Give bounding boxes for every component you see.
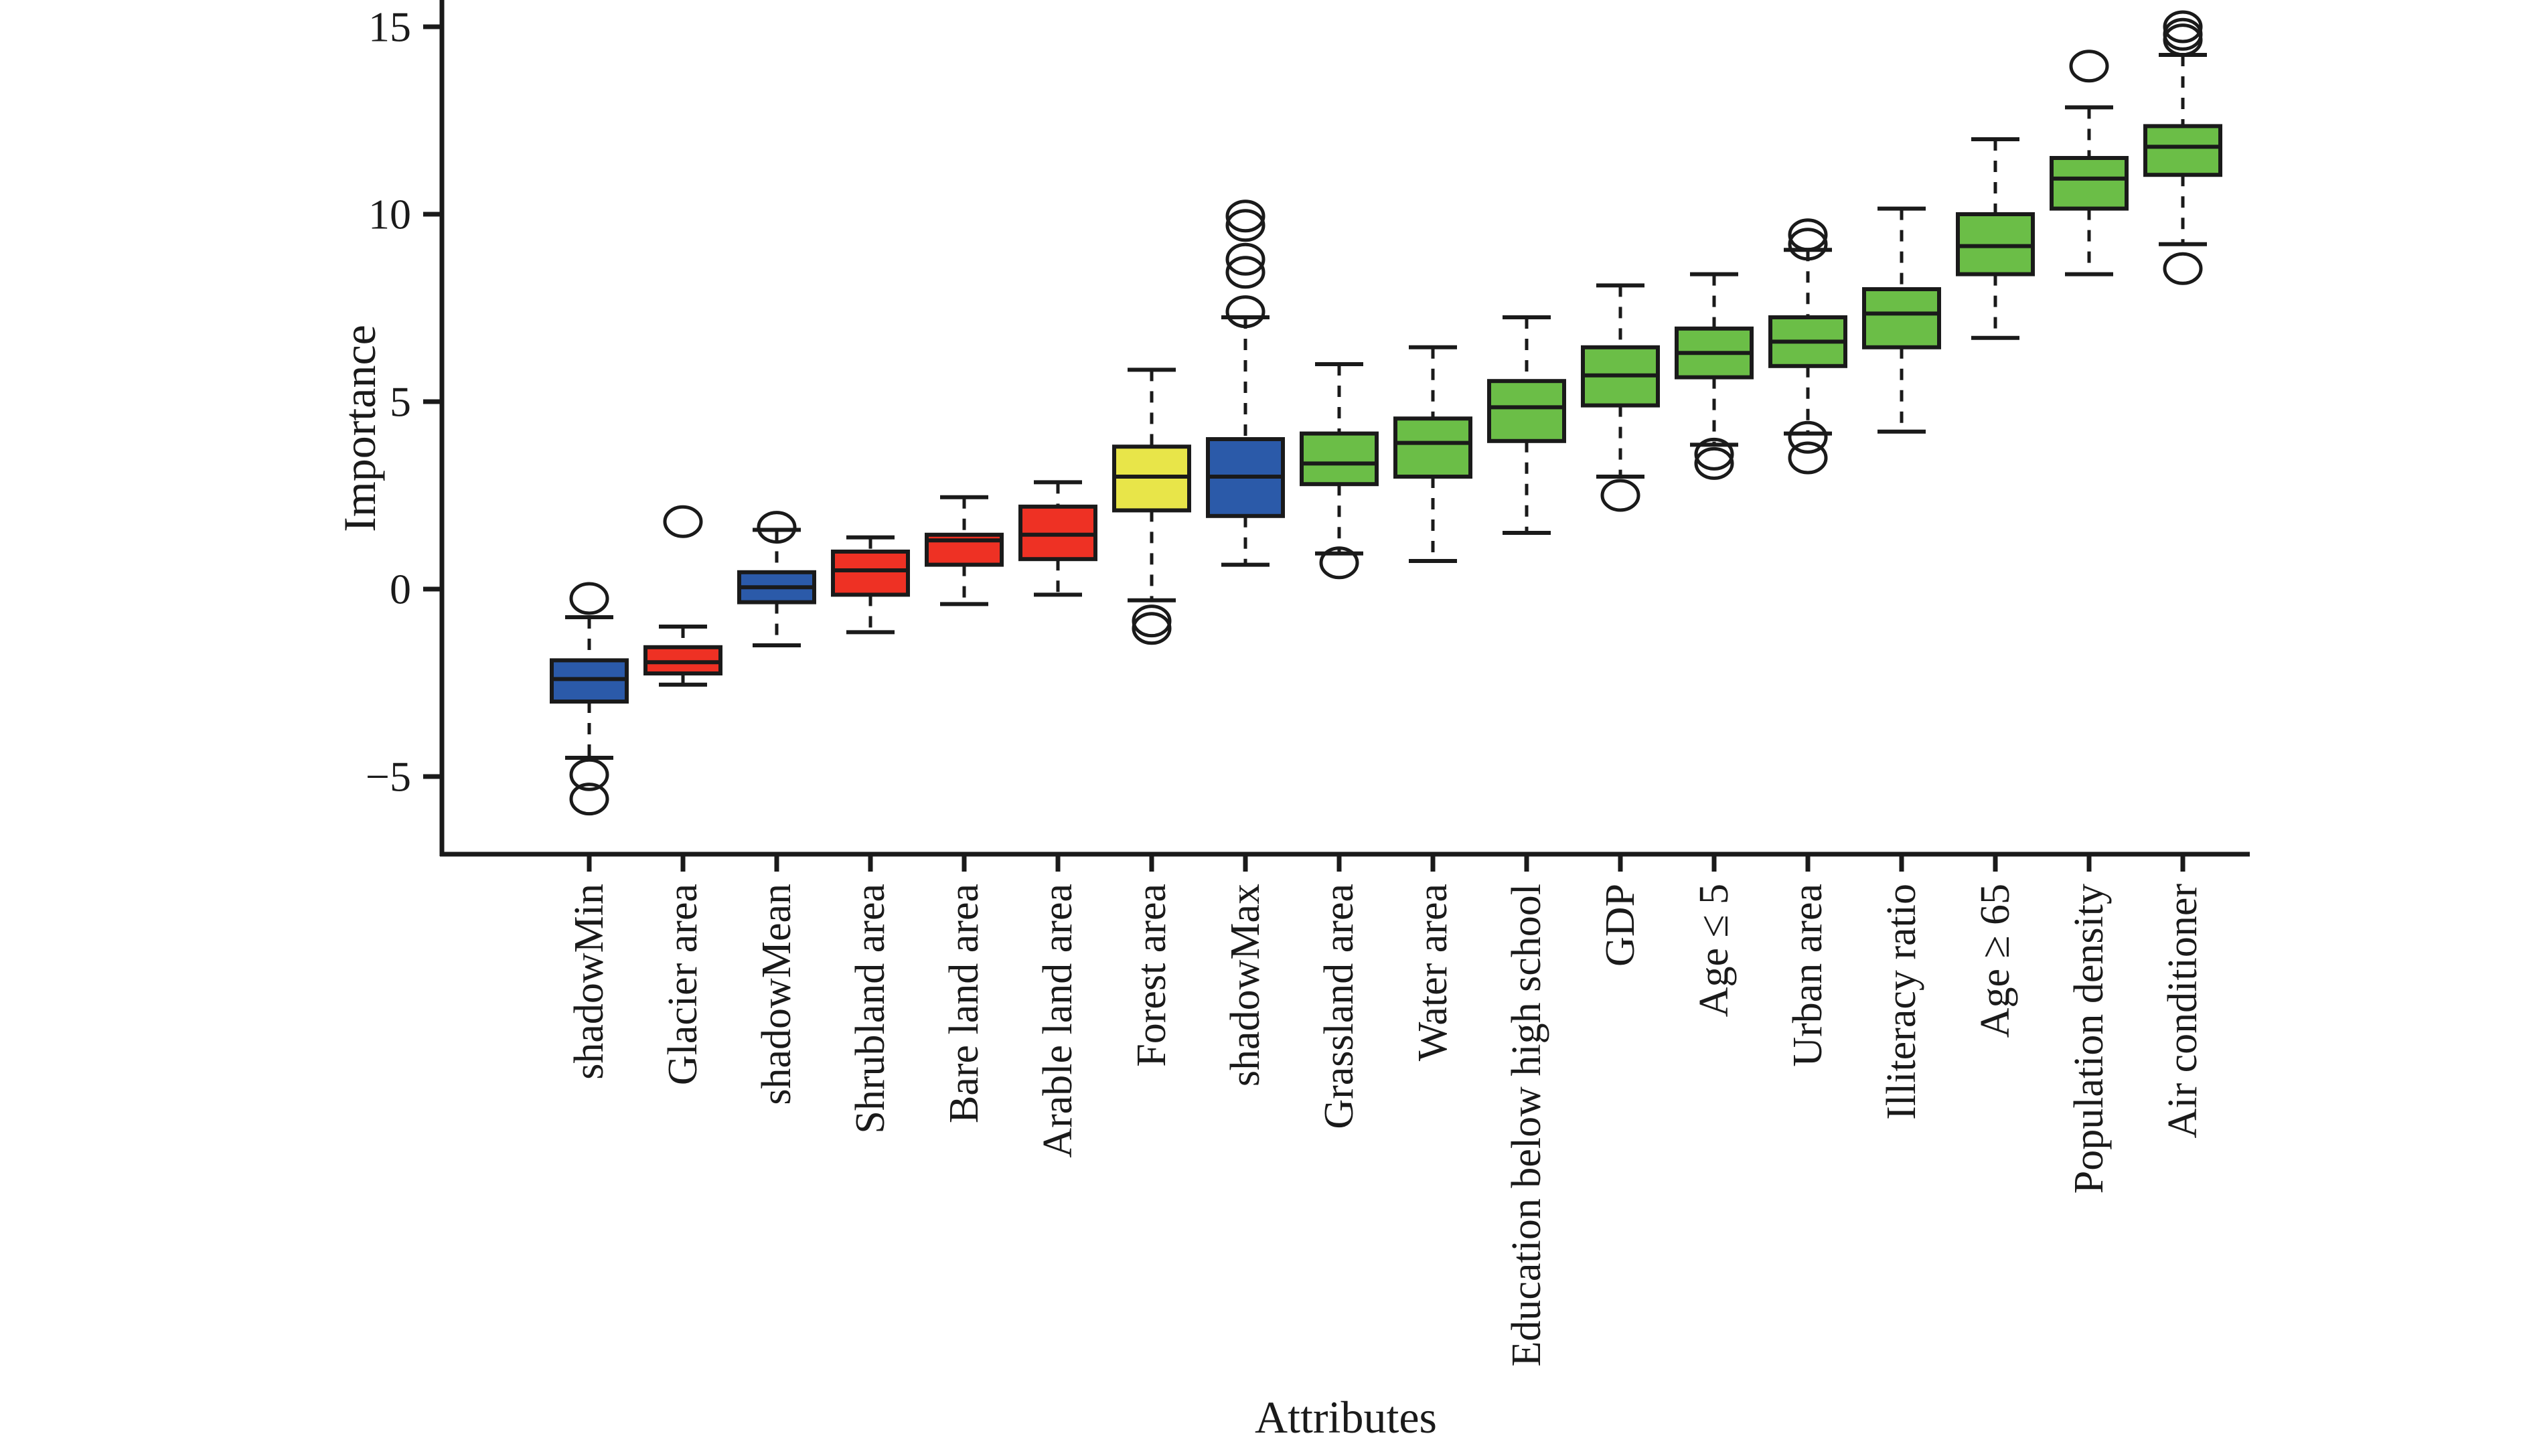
outlier-point [1600, 479, 1640, 512]
outlier-point [1225, 209, 1266, 242]
outlier-point [1225, 199, 1266, 233]
x-tick-group: shadowMin Glacier area shadowMean Shrubland… [566, 854, 2206, 1366]
box-age-≥-65 [1956, 137, 2035, 340]
box-air-conditioner [2143, 10, 2222, 285]
box-grassland-area [1300, 362, 1379, 580]
outlier-point [2163, 10, 2203, 44]
x-category-label: Grassland area [1316, 884, 1362, 1129]
outlier-point [2163, 252, 2203, 285]
iqr-box [1862, 287, 1941, 349]
x-category-label: Water area [1410, 884, 1456, 1061]
x-category-label: Forest area [1129, 884, 1174, 1067]
outlier-point [569, 783, 609, 816]
iqr-box [1487, 379, 1566, 443]
axes-layer: 15 10 5 0 −5 shadowMin Glacier area shadowMean… [334, 0, 2250, 1443]
outlier-point [663, 505, 703, 538]
y-tick-label: 15 [368, 3, 411, 51]
x-category-label: Bare land area [941, 884, 987, 1123]
outlier-point [1788, 420, 1828, 454]
y-tick-label: −5 [366, 753, 411, 801]
box-population-density [2050, 50, 2129, 276]
outlier-point [1225, 295, 1266, 329]
x-category-label: shadowMean [754, 884, 799, 1105]
y-tick-group: 15 10 5 0 −5 [366, 3, 442, 801]
box-shadowmax [1206, 199, 1285, 567]
x-category-label: Urban area [1785, 884, 1831, 1067]
y-tick-label: 10 [368, 191, 411, 238]
outlier-point [1132, 612, 1172, 645]
box-shadowmean [737, 511, 816, 647]
x-category-label: Age ≤ 5 [1691, 884, 1737, 1017]
series-layer [550, 10, 2222, 816]
outlier-point [1788, 218, 1828, 252]
x-category-label: Air conditioner [2160, 884, 2206, 1139]
box-illiteracy-ratio [1862, 206, 1941, 434]
box-water-area [1393, 345, 1472, 563]
outlier-point [2069, 50, 2109, 83]
outlier-point [2163, 23, 2203, 57]
iqr-box [2143, 124, 2222, 177]
x-category-label: Education below high school [1504, 884, 1549, 1366]
outlier-point [569, 758, 609, 791]
box-bare-land-area [925, 495, 1004, 606]
box-forest-area [1112, 368, 1191, 645]
iqr-box [831, 550, 910, 597]
x-category-label: shadowMax [1223, 884, 1268, 1086]
outlier-point [1694, 447, 1734, 480]
box-education-below-high-school [1487, 315, 1566, 535]
outlier-point [1788, 441, 1828, 475]
y-tick-label: 5 [390, 378, 411, 426]
x-category-label: Illiteracy ratio [1879, 884, 1924, 1120]
outlier-point [757, 511, 797, 544]
iqr-box [1300, 431, 1379, 487]
outlier-point [1319, 546, 1359, 580]
x-category-label: Shrubland area [848, 884, 893, 1134]
x-category-label: Glacier area [660, 884, 706, 1085]
box-shadowmin [550, 582, 629, 816]
y-tick-label: 0 [390, 566, 411, 613]
outlier-point [569, 582, 609, 615]
x-category-label: Age ≥ 65 [1973, 884, 2018, 1038]
outlier-point [1132, 604, 1172, 638]
box-age-≤-5 [1675, 272, 1754, 480]
outlier-point [1788, 228, 1828, 261]
outlier-point [1225, 256, 1266, 289]
box-shrubland-area [831, 535, 910, 635]
outlier-point [1225, 242, 1266, 276]
iqr-box [2050, 156, 2129, 211]
box-glacier-area [643, 505, 722, 687]
iqr-box [1393, 416, 1472, 479]
x-category-label: Arable land area [1035, 884, 1081, 1158]
x-category-label: GDP [1598, 884, 1643, 967]
box-urban-area [1768, 218, 1847, 475]
y-axis-title: Importance [334, 325, 385, 532]
outlier-point [1694, 437, 1734, 471]
x-category-label: shadowMin [566, 884, 612, 1080]
box-arable-land-area [1018, 480, 1097, 597]
x-category-label: Population density [2066, 884, 2112, 1194]
x-axis-title: Attributes [1255, 1392, 1437, 1443]
box-gdp [1581, 283, 1660, 512]
